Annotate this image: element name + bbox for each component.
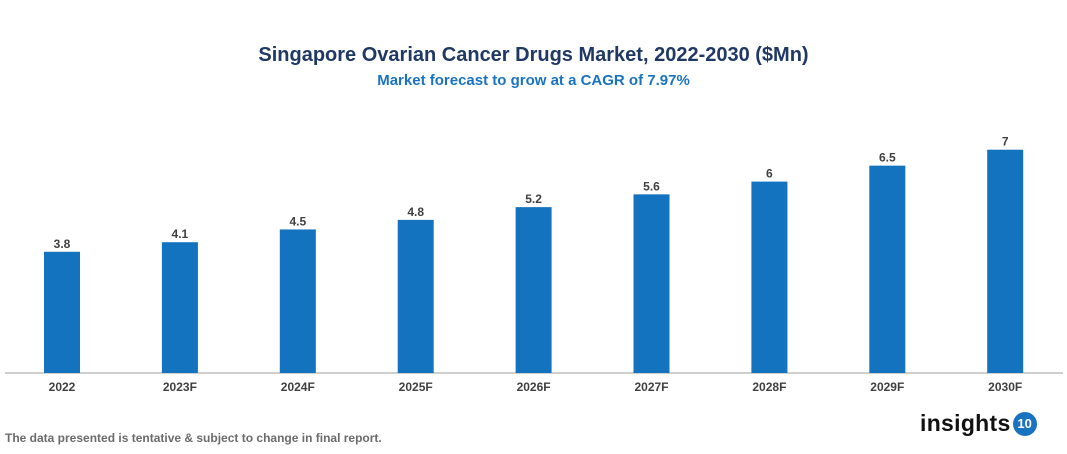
data-label: 3.8 <box>54 237 71 251</box>
bar-2027F <box>633 194 670 373</box>
x-tick-label: 2022 <box>49 380 76 394</box>
bar-2030F <box>987 149 1024 373</box>
insights10-logo: insights 10 <box>920 410 1037 437</box>
data-label: 4.1 <box>172 227 189 241</box>
logo-text: insights <box>920 410 1011 436</box>
bar-2024F <box>279 229 316 373</box>
x-tick-label: 2026F <box>517 380 551 394</box>
x-tick-label: 2030F <box>988 380 1022 394</box>
x-tick-label: 2023F <box>163 380 197 394</box>
chart-subtitle: Market forecast to grow at a CAGR of 7.9… <box>377 72 690 89</box>
disclaimer-note: The data presented is tentative & subjec… <box>5 431 382 445</box>
data-label: 5.6 <box>643 179 660 193</box>
data-label: 4.8 <box>407 205 424 219</box>
bar-2026F <box>515 207 552 373</box>
data-label: 6 <box>766 167 773 181</box>
bar-2023F <box>161 242 198 373</box>
bar-2028F <box>751 181 788 373</box>
x-tick-label: 2024F <box>281 380 315 394</box>
chart-title: Singapore Ovarian Cancer Drugs Market, 2… <box>258 44 809 66</box>
x-tick-label: 2028F <box>752 380 786 394</box>
x-tick-label: 2027F <box>634 380 668 394</box>
bar-2025F <box>397 219 434 373</box>
bar-2022 <box>44 251 80 373</box>
x-tick-label: 2029F <box>870 380 904 394</box>
logo-badge: 10 <box>1012 411 1037 436</box>
x-tick-label: 2025F <box>399 380 433 394</box>
data-label: 6.5 <box>879 151 896 165</box>
data-label: 4.5 <box>289 214 306 228</box>
bar-2029F <box>869 165 906 373</box>
data-label: 7 <box>1002 135 1009 149</box>
data-label: 5.2 <box>525 192 542 206</box>
